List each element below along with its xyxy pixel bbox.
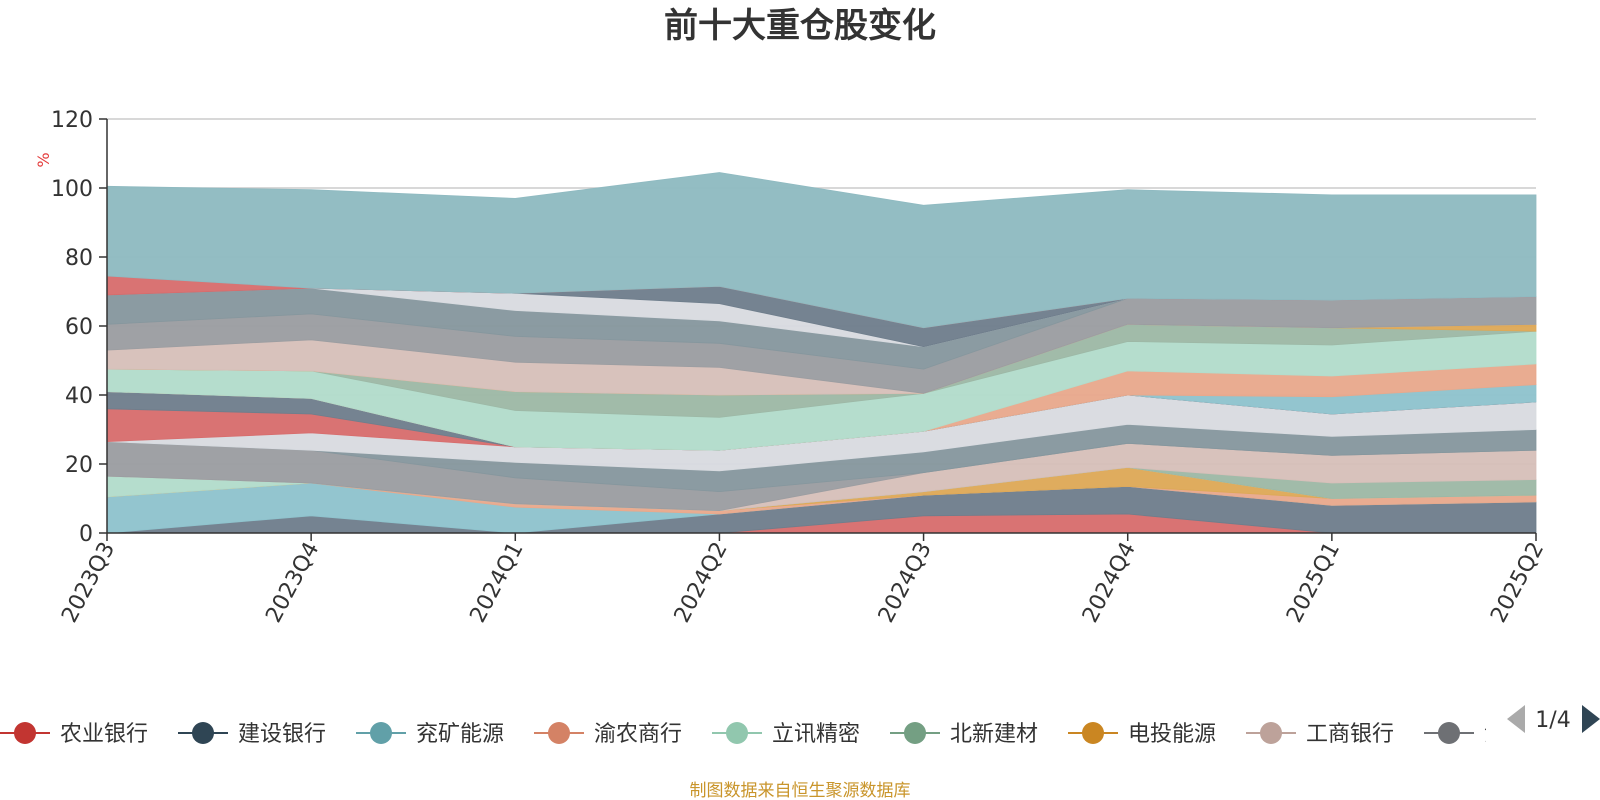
y-tick-label: 40 xyxy=(65,384,93,409)
legend-item[interactable]: 电投能源 xyxy=(1068,722,1216,747)
legend-label: 兖矿能源 xyxy=(416,722,504,747)
x-tick-label: 2023Q4 xyxy=(261,538,324,627)
x-tick-labels: 2023Q3 2023Q4 2024Q1 2024Q2 2024Q3 2024Q4 2025… xyxy=(57,538,1549,627)
x-tick-label: 2024Q1 xyxy=(466,538,529,627)
legend-item[interactable]: 建设银行 xyxy=(178,722,326,747)
legend-marker-icon xyxy=(904,722,926,744)
area-25 xyxy=(106,172,1537,329)
x-tick-label: 2024Q2 xyxy=(670,538,733,627)
legend-marker-icon xyxy=(1438,722,1460,744)
legend-marker-icon xyxy=(548,722,570,744)
legend-marker-icon xyxy=(192,722,214,744)
legend-item[interactable]: 沪 xyxy=(1424,722,1506,747)
legend-label: 电投能源 xyxy=(1128,722,1216,747)
legend-marker-icon xyxy=(1260,722,1282,744)
x-tick-label: 2023Q3 xyxy=(57,538,120,627)
legend-item[interactable]: 渝农商行 xyxy=(534,722,682,747)
area-series xyxy=(106,172,1537,534)
legend-marker-icon xyxy=(726,722,748,744)
legend-marker-icon xyxy=(1082,722,1104,744)
legend-label: 沪 xyxy=(1484,722,1506,747)
y-tick-label: 120 xyxy=(51,108,93,133)
legend-label: 建设银行 xyxy=(238,722,326,747)
pager-next-icon[interactable] xyxy=(1582,705,1600,733)
x-tick-label: 2024Q3 xyxy=(874,538,937,627)
y-tick-label: 20 xyxy=(65,453,93,478)
y-tick-label: 80 xyxy=(65,246,93,271)
legend-label: 渝农商行 xyxy=(594,722,682,747)
legend-marker-icon xyxy=(370,722,392,744)
legend-item[interactable]: 兖矿能源 xyxy=(356,722,504,747)
y-tick-labels: 0 20 40 60 80 100 120 xyxy=(51,108,93,547)
legend-item[interactable]: 北新建材 xyxy=(890,722,1038,747)
legend-item[interactable]: 工商银行 xyxy=(1246,722,1394,747)
legend-pager: 1/4 xyxy=(1507,705,1600,733)
legend-item[interactable]: 农业银行 xyxy=(0,722,148,747)
y-tick-label: 60 xyxy=(65,315,93,340)
legend-marker-icon xyxy=(14,722,36,744)
legend-label: 北新建材 xyxy=(950,722,1038,747)
y-tick-label: 100 xyxy=(51,177,93,202)
legend-item[interactable]: 立讯精密 xyxy=(712,722,860,747)
axes xyxy=(99,118,1537,541)
legend-label: 农业银行 xyxy=(60,722,148,747)
x-tick-label: 2025Q1 xyxy=(1282,538,1345,627)
pager-label: 1/4 xyxy=(1535,708,1570,733)
chart-title: 前十大重仓股变化 xyxy=(664,6,936,46)
legend-label: 工商银行 xyxy=(1306,722,1394,747)
y-axis-unit: % xyxy=(34,152,53,167)
legend-label: 立讯精密 xyxy=(772,722,860,747)
source-note: 制图数据来自恒生聚源数据库 xyxy=(690,781,911,800)
pager-prev-icon[interactable] xyxy=(1507,705,1525,733)
x-tick-label: 2024Q4 xyxy=(1078,538,1141,627)
y-tick-label: 0 xyxy=(79,522,93,547)
x-tick-label: 2025Q2 xyxy=(1486,538,1549,627)
legend: 农业银行 建设银行 兖矿能源 渝农商行 立讯精密 北新建材 电投能源 工商银行 沪 xyxy=(0,722,1506,747)
